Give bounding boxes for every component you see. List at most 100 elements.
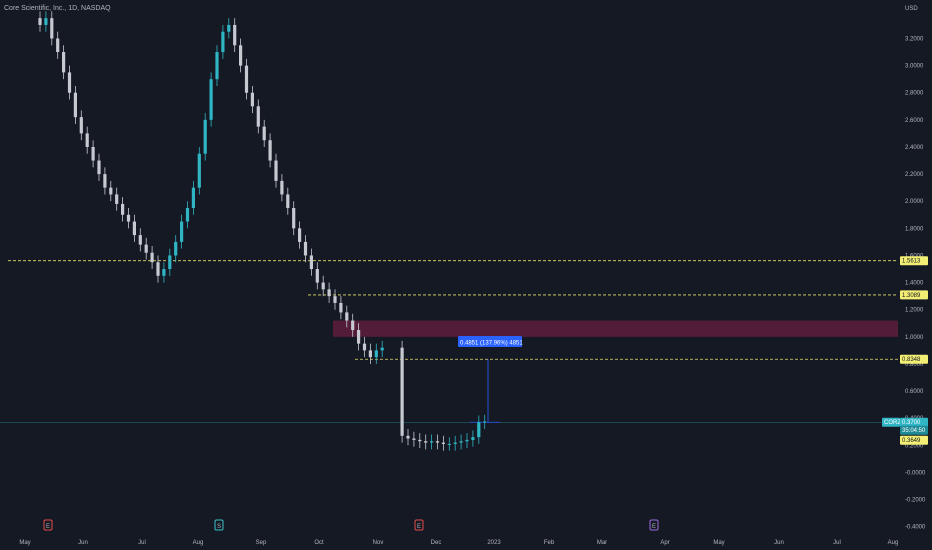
candle-body <box>67 72 72 93</box>
earnings-marker[interactable]: E <box>414 519 424 531</box>
y-tick-label: 1.8000 <box>905 226 924 232</box>
candle-body <box>262 126 266 141</box>
candle-body <box>309 255 313 270</box>
candle-body <box>435 441 440 443</box>
x-tick-label: Apr <box>660 540 669 546</box>
candle-body <box>239 45 243 66</box>
countdown-tag: 35:04:50 <box>902 428 926 434</box>
candle-body <box>459 441 463 443</box>
x-tick-label: Oct <box>314 540 324 546</box>
time-axis[interactable]: May Jun Jul Aug Sep Oct Nov Dec 2023 Feb Mar Apr May… <box>19 540 898 546</box>
candle-body <box>126 214 131 222</box>
x-tick-label: Nov <box>373 540 384 546</box>
y-tick-label: 2.4000 <box>905 145 924 151</box>
candle-body <box>138 235 142 245</box>
candle-body <box>132 221 136 236</box>
candle-body <box>280 180 284 195</box>
level-price-tag-bg <box>900 354 928 364</box>
y-tick-label: -0.0000 <box>905 470 926 476</box>
candle-body <box>162 269 166 276</box>
candle-body <box>447 443 451 445</box>
candle-body <box>156 262 160 276</box>
candle-body <box>315 269 319 283</box>
candle-body <box>345 312 349 321</box>
last-price-tag-bg <box>900 417 928 427</box>
level-price-tag-bg <box>900 256 928 266</box>
split-marker[interactable]: S <box>214 519 224 531</box>
x-tick-label: Mar <box>597 540 607 546</box>
y-tick-label: 1.4000 <box>905 281 924 287</box>
x-tick-label: Dec <box>431 540 442 546</box>
candle-body <box>185 208 190 222</box>
earnings-marker[interactable]: E <box>43 519 53 531</box>
candle-body <box>79 117 83 134</box>
candle-body <box>430 441 434 443</box>
x-tick-label: Jun <box>78 540 88 546</box>
candle-body <box>44 18 48 25</box>
y-tick-label: -0.4000 <box>905 525 926 531</box>
x-tick-label: Sep <box>256 540 267 546</box>
y-tick-label: 0.6000 <box>905 389 924 395</box>
candle-body <box>209 79 213 120</box>
candle-body <box>351 320 355 331</box>
candle-body <box>483 421 487 423</box>
candle-body <box>471 437 475 440</box>
candle-body <box>85 133 89 147</box>
price-tags: 1.5613 1.3089 0.8348 CORZ 0.3700 35:04:50 0.36… <box>458 256 928 445</box>
candle-body <box>115 194 119 204</box>
y-tick-label: 2.2000 <box>905 172 924 178</box>
candle-body <box>168 255 172 270</box>
symbol-tag-bg <box>882 417 900 427</box>
candle-body <box>244 65 249 93</box>
measure-label-bg <box>458 336 522 347</box>
candle-body <box>303 241 308 256</box>
candle-body <box>144 244 148 253</box>
resistance-zone[interactable] <box>333 320 898 337</box>
candle-body <box>424 441 428 443</box>
candle-body <box>333 296 337 303</box>
candle-body <box>268 140 272 161</box>
y-tick-label: 2.8000 <box>905 91 924 97</box>
x-tick-label: Aug <box>888 540 899 546</box>
earnings-marker[interactable]: E <box>649 519 659 531</box>
y-tick-label: 3.2000 <box>905 37 924 43</box>
candle-body <box>406 435 410 439</box>
candle-body <box>150 252 154 263</box>
candle-body <box>380 347 384 351</box>
chart-title: Core Scientific, Inc., 1D, NASDAQ <box>4 5 111 12</box>
candle-body <box>250 92 254 107</box>
marker-label: E <box>652 524 656 530</box>
candle-body <box>215 52 219 80</box>
low-price-tag: 0.3649 <box>902 438 921 444</box>
candle-body <box>180 221 184 242</box>
y-tick-label: 1.0000 <box>905 335 924 341</box>
candle-body <box>412 438 416 440</box>
x-tick-label: May <box>713 540 724 546</box>
candle-body <box>103 174 107 188</box>
currency-label: USD <box>905 6 918 12</box>
candle-body <box>298 228 302 242</box>
x-tick-label: Feb <box>544 540 555 546</box>
level-price-tag-bg <box>900 290 928 300</box>
candle-body <box>286 194 290 208</box>
x-tick-label: Aug <box>193 540 204 546</box>
candle-body <box>121 203 125 215</box>
candle-body <box>418 439 422 442</box>
marker-frame <box>43 519 53 531</box>
price-axis[interactable]: USD 3.2000 3.0000 2.8000 2.6000 2.4000 2.2000 2… <box>905 6 926 531</box>
x-tick-label: 2023 <box>487 540 501 546</box>
level-price-tag: 1.3089 <box>902 293 921 299</box>
candle-body <box>327 289 331 297</box>
horizontal-levels[interactable] <box>0 260 898 423</box>
candle-body <box>62 52 66 73</box>
marker-frame <box>214 519 224 531</box>
candle-body <box>362 343 367 351</box>
candle-body <box>339 302 343 313</box>
candle-body <box>38 18 42 25</box>
candle-body <box>56 38 60 53</box>
y-tick-label: 0.8000 <box>905 362 924 368</box>
candle-body <box>256 106 260 127</box>
candle-body <box>50 18 54 39</box>
